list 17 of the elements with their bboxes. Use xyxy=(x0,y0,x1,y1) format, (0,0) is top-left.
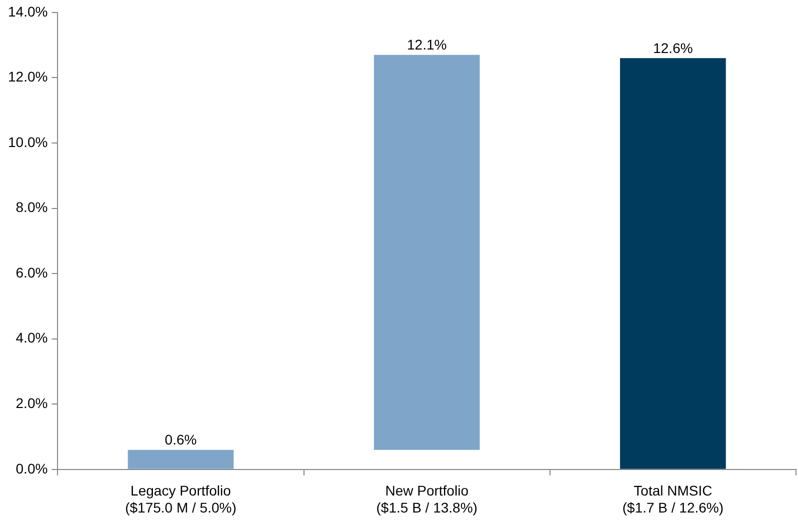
data-label: 12.6% xyxy=(653,40,693,56)
y-tick-label: 0.0% xyxy=(16,460,48,476)
y-tick-label: 12.0% xyxy=(8,68,48,85)
data-label: 12.1% xyxy=(406,36,447,53)
bar xyxy=(128,450,234,469)
x-tick-label: Legacy Portfolio ($175.0 M / 5.0%) xyxy=(125,482,236,516)
bar xyxy=(620,58,726,469)
y-tick-label: 6.0% xyxy=(16,264,48,280)
y-tick-label: 14.0% xyxy=(8,3,48,20)
data-label: 0.6% xyxy=(164,432,197,448)
x-tick-label: Total NMSIC ($1.7 B / 12.6%) xyxy=(622,482,724,516)
y-tick-label: 8.0% xyxy=(16,199,48,216)
y-tick-label: 4.0% xyxy=(16,330,48,346)
bar xyxy=(374,54,480,450)
x-tick-label: New Portfolio ($1.5 B / 13.8%) xyxy=(376,482,478,516)
y-tick-label: 2.0% xyxy=(16,394,48,411)
y-tick-label: 10.0% xyxy=(8,134,48,150)
